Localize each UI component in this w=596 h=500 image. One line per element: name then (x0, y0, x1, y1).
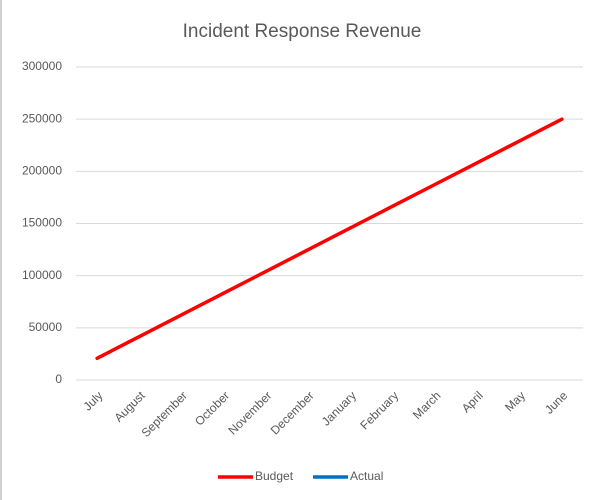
y-tick-label: 300000 (22, 59, 62, 73)
legend-label: Actual (350, 469, 383, 483)
y-tick-label: 200000 (22, 164, 62, 178)
series-line (95, 117, 564, 361)
legend-label: Budget (255, 469, 294, 483)
y-tick-label: 150000 (22, 216, 62, 230)
y-tick-label: 50000 (29, 320, 63, 334)
chart-title: Incident Response Revenue (183, 21, 422, 42)
y-tick-label: 100000 (22, 268, 62, 282)
y-tick-label: 250000 (22, 111, 62, 125)
y-tick-label: 0 (55, 372, 62, 386)
